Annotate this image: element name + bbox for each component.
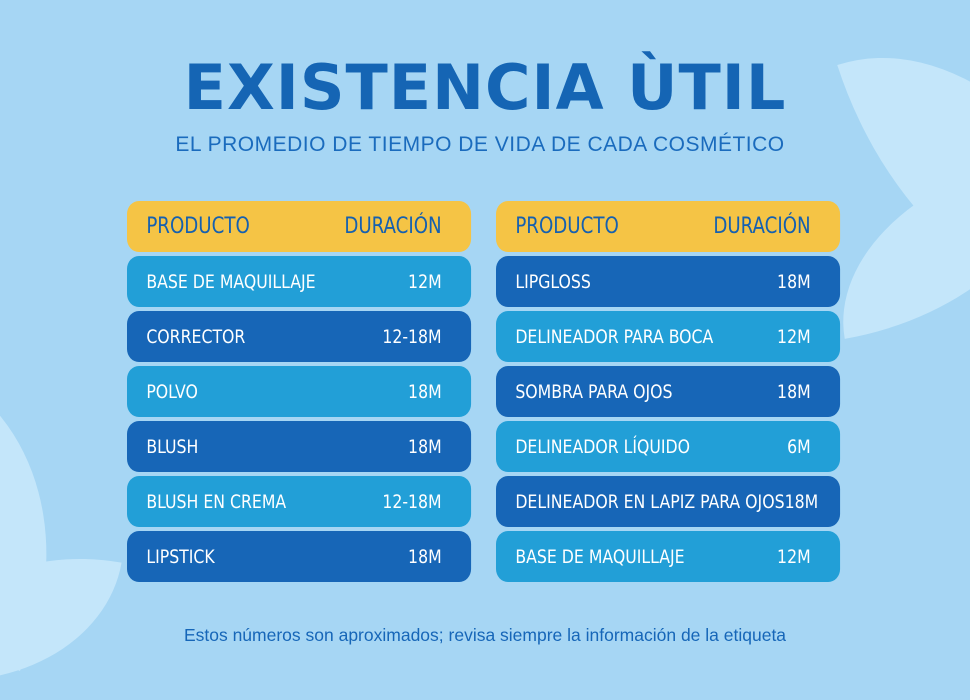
product-name: CORRECTOR	[146, 325, 246, 348]
product-name: DELINEADOR EN LAPIZ PARA OJOS	[515, 490, 785, 513]
footnote: Estos números son aproximados; revisa si…	[183, 625, 787, 645]
header-duration: DURACIÓN	[344, 214, 442, 239]
page-title: EXISTENCIA ÙTIL	[183, 51, 787, 124]
product-duration: 18M	[408, 380, 442, 403]
table-row: SOMBRA PARA OJOS 18M	[496, 366, 841, 417]
table-row: LIPSTICK 18M	[127, 531, 472, 582]
product-duration: 12-18M	[382, 490, 442, 513]
table-header: PRODUCTO DURACIÓN	[127, 201, 472, 252]
product-name: LIPSTICK	[146, 545, 215, 568]
table-row: LIPGLOSS 18M	[496, 256, 841, 307]
table-row: DELINEADOR PARA BOCA 12M	[496, 311, 841, 362]
product-duration: 18M	[777, 270, 811, 293]
product-name: LIPGLOSS	[515, 270, 591, 293]
table-row: BASE DE MAQUILLAJE 12M	[127, 256, 472, 307]
product-table-right: PRODUCTO DURACIÓN LIPGLOSS 18M DELINEADO…	[496, 201, 841, 586]
product-name: SOMBRA PARA OJOS	[515, 380, 673, 403]
header-product: PRODUCTO	[146, 214, 250, 239]
product-duration: 18M	[408, 435, 442, 458]
product-name: BASE DE MAQUILLAJE	[146, 270, 316, 293]
product-name: BLUSH	[146, 435, 199, 458]
product-duration: 12M	[408, 270, 442, 293]
product-duration: 18M	[777, 380, 811, 403]
product-duration: 12-18M	[382, 325, 442, 348]
product-name: DELINEADOR PARA BOCA	[515, 325, 714, 348]
product-name: BLUSH EN CREMA	[146, 490, 287, 513]
table-row: DELINEADOR EN LAPIZ PARA OJOS 18M	[496, 476, 841, 527]
product-duration: 12M	[777, 545, 811, 568]
table-header: PRODUCTO DURACIÓN	[496, 201, 841, 252]
page-subtitle: EL PROMEDIO DE TIEMPO DE VIDA DE CADA CO…	[175, 133, 785, 156]
product-table-left: PRODUCTO DURACIÓN BASE DE MAQUILLAJE 12M…	[127, 201, 472, 586]
header-duration: DURACIÓN	[713, 214, 811, 239]
table-row: CORRECTOR 12-18M	[127, 311, 472, 362]
header-product: PRODUCTO	[515, 214, 619, 239]
product-name: DELINEADOR LÍQUIDO	[515, 435, 691, 458]
product-duration: 6M	[787, 435, 811, 458]
table-row: BLUSH 18M	[127, 421, 472, 472]
product-name: POLVO	[146, 380, 198, 403]
table-row: POLVO 18M	[127, 366, 472, 417]
product-name: BASE DE MAQUILLAJE	[515, 545, 685, 568]
table-row: BLUSH EN CREMA 12-18M	[127, 476, 472, 527]
product-duration: 12M	[777, 325, 811, 348]
table-row: BASE DE MAQUILLAJE 12M	[496, 531, 841, 582]
product-duration: 18M	[408, 545, 442, 568]
table-row: DELINEADOR LÍQUIDO 6M	[496, 421, 841, 472]
product-duration: 18M	[784, 490, 819, 513]
